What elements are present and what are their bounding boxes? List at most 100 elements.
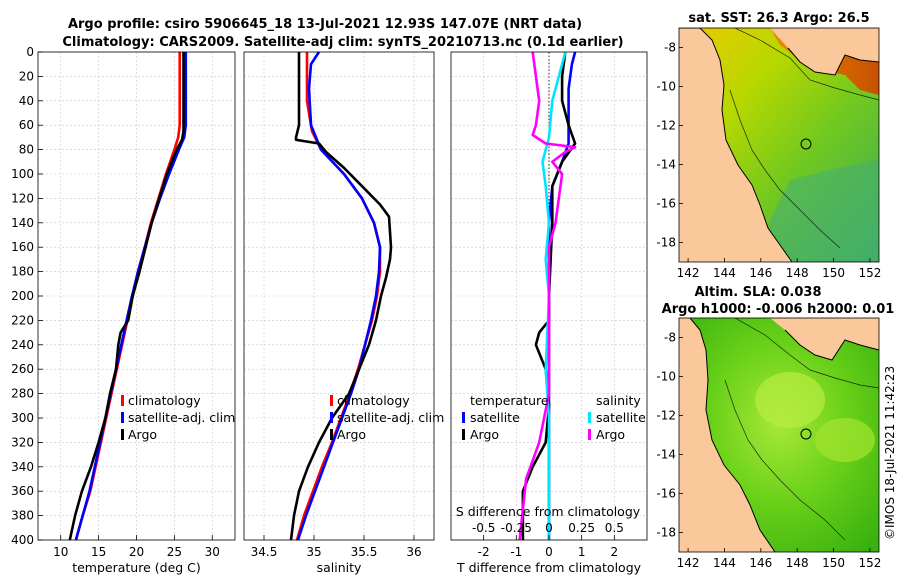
- sla-high: [755, 372, 825, 428]
- x-tick-label: 30: [205, 545, 220, 559]
- x-tick-label: 15: [91, 545, 106, 559]
- x-tick-label: -1: [510, 545, 522, 559]
- x-tick-label: 34.5: [251, 545, 278, 559]
- s-difference-ticks: -0.5 -0.25 0 0.25 0.5: [472, 521, 624, 535]
- sla-high-2: [815, 418, 875, 462]
- map-y-tick-label: -8: [664, 331, 676, 345]
- map-x-tick-label: 142: [677, 266, 700, 280]
- bathy-contour: [729, 28, 879, 249]
- legend-swatch-satellite: [330, 412, 333, 423]
- y-tick-label: 260: [11, 362, 34, 376]
- y-tick-label: 160: [11, 240, 34, 254]
- sst-cool-region: [760, 160, 879, 262]
- x-axis-label: temperature (deg C): [72, 560, 201, 575]
- x-tick-label: 1: [578, 545, 586, 559]
- figure-title-line1: Argo profile: csiro 5906645_18 13-Jul-20…: [68, 17, 582, 32]
- sst-map: sat. SST: 26.3 Argo: 26.5 142 144 146 148 15…: [656, 11, 881, 280]
- land-queensland: [679, 318, 775, 552]
- argo-marker: [800, 138, 812, 150]
- legend-title-salinity: salinity: [596, 393, 641, 408]
- s-difference-label: S difference from climatology: [456, 504, 641, 519]
- map-x-tick-label: 148: [786, 556, 809, 570]
- map-x-tick-label: 146: [749, 556, 772, 570]
- temperature-legend: climatology satellite-adj. clim Argo: [121, 393, 235, 442]
- y-tick-label: 80: [19, 143, 34, 157]
- legend-swatch-climatology: [121, 395, 124, 406]
- bathy-contour: [724, 318, 879, 541]
- legend-label-t-satellite: satellite: [470, 410, 520, 425]
- sla-map: Altim. SLA: 0.038 Argo h1000: -0.006 h20…: [656, 285, 894, 570]
- map-y-tick-label: -16: [656, 197, 676, 211]
- figure-title-line2: Climatology: CARS2009. Satellite-adj cli…: [62, 35, 623, 50]
- map-x-tick-label: 152: [858, 556, 881, 570]
- legend-swatch-t-argo: [462, 429, 465, 440]
- y-tick-label: 100: [11, 167, 34, 181]
- y-tick-label: 320: [11, 435, 34, 449]
- s-tick-label: -0.25: [501, 521, 532, 535]
- coast-line: [679, 28, 793, 262]
- legend-label-s-satellite: satellite: [596, 410, 646, 425]
- y-tick-label: 340: [11, 460, 34, 474]
- legend-label-climatology: climatology: [128, 393, 201, 408]
- map-x-tick-label: 144: [713, 266, 736, 280]
- y-tick-label: 180: [11, 265, 34, 279]
- legend-title-temperature: temperature: [470, 393, 549, 408]
- map-x-tick-label: 150: [822, 266, 845, 280]
- difference-legend: temperature satellite Argo salinity sate…: [462, 393, 646, 442]
- y-tick-label: 140: [11, 216, 34, 230]
- y-tick-label: 60: [19, 118, 34, 132]
- y-tick-label: 20: [19, 69, 34, 83]
- s-tick-label: 0: [545, 521, 553, 535]
- y-tick-label: 120: [11, 191, 34, 205]
- x-tick-label: 0: [545, 545, 553, 559]
- difference-panel: -2 -1 0 1 2T difference from climatology: [450, 51, 648, 575]
- series-line-satellite-adj-clim: [296, 51, 382, 541]
- s-tick-label: 0.25: [568, 521, 595, 535]
- map-x-tick-label: 152: [858, 266, 881, 280]
- map-y-tick-label: -12: [656, 119, 676, 133]
- y-tick-label: 300: [11, 411, 34, 425]
- y-tick-label: 380: [11, 509, 34, 523]
- legend-label-satellite: satellite-adj. clim: [128, 410, 235, 425]
- map-x-tick-label: 142: [677, 556, 700, 570]
- x-axis-label: T difference from climatology: [456, 560, 642, 575]
- y-tick-label: 220: [11, 313, 34, 327]
- legend-label-s-argo: Argo: [596, 427, 625, 442]
- legend-label-t-argo: Argo: [470, 427, 499, 442]
- x-tick-label: 2: [611, 545, 619, 559]
- coast-line-png: [787, 47, 879, 76]
- map-y-tick-label: -18: [656, 236, 676, 250]
- map-y-tick-label: -14: [656, 158, 676, 172]
- sla-map-title: Altim. SLA: 0.038: [695, 285, 822, 300]
- y-tick-label: 400: [11, 533, 34, 547]
- legend-swatch-t-satellite: [462, 412, 465, 423]
- map-y-tick-label: -14: [656, 448, 676, 462]
- y-tick-label: 200: [11, 289, 34, 303]
- sst-map-title: sat. SST: 26.3 Argo: 26.5: [688, 11, 869, 26]
- y-tick-label: 280: [11, 387, 34, 401]
- series-line-s-argo: [518, 51, 577, 541]
- land-queensland: [679, 28, 792, 262]
- map-y-tick-label: -18: [656, 526, 676, 540]
- map-y-tick-label: -10: [656, 370, 676, 384]
- x-axis-label: salinity: [317, 560, 362, 575]
- series-line-s-satellite: [541, 51, 567, 540]
- series-line-argo: [68, 52, 185, 541]
- map-y-tick-label: -10: [656, 80, 676, 94]
- land-png: [770, 318, 879, 360]
- s-tick-label: 0.5: [605, 521, 624, 535]
- axes-frame: [243, 51, 435, 541]
- coast-line: [689, 318, 776, 552]
- legend-label-climatology: climatology: [337, 393, 410, 408]
- coast-line-png: [784, 329, 879, 361]
- imos-credit: ©IMOS 18-Jul-2021 11:42:23: [883, 366, 897, 540]
- argo-marker: [800, 428, 812, 440]
- y-tick-label: 40: [19, 94, 34, 108]
- series-line-argo: [289, 52, 393, 541]
- x-tick-label: 20: [129, 545, 144, 559]
- legend-swatch-s-satellite: [588, 412, 591, 423]
- legend-label-argo: Argo: [337, 427, 366, 442]
- map-x-tick-label: 150: [822, 556, 845, 570]
- legend-label-argo: Argo: [128, 427, 157, 442]
